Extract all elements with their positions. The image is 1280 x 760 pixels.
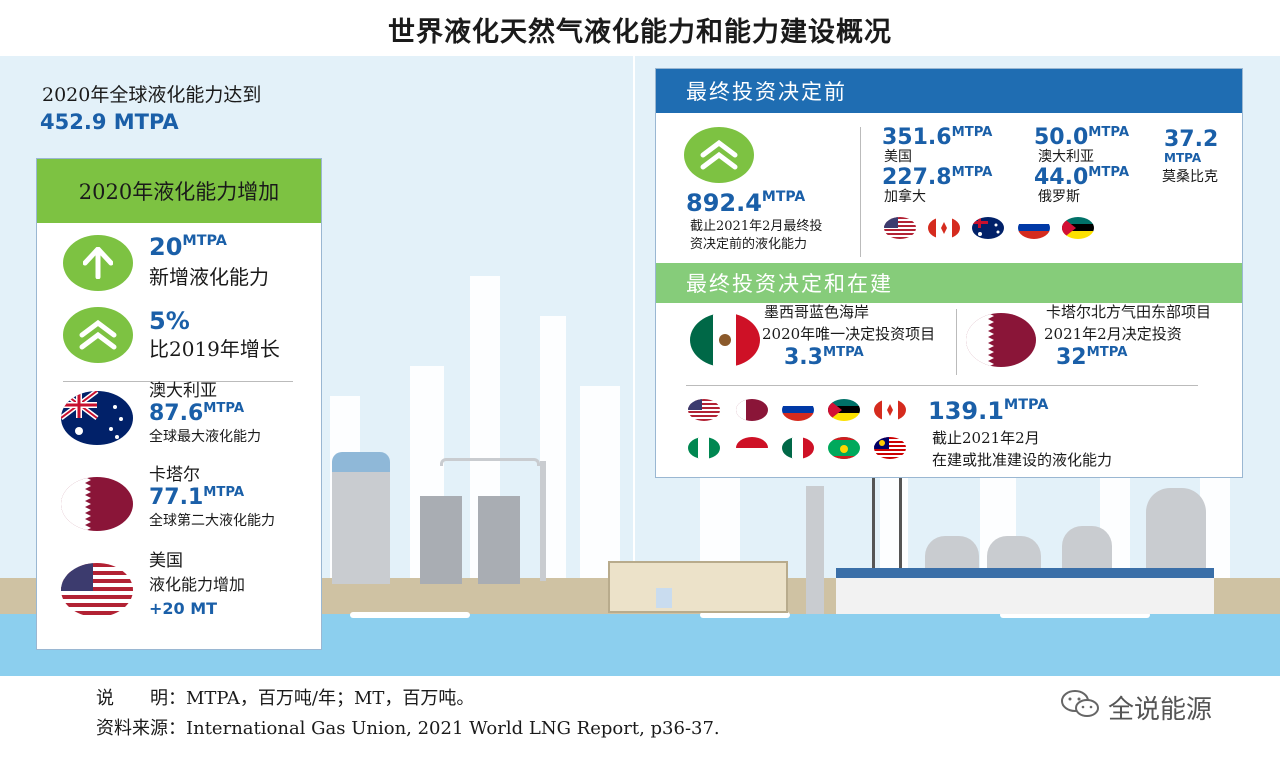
fid-panel: 最终投资决定前 892.4MTPA 截止2021年2月最终投 资决定前的液化能力… bbox=[655, 68, 1243, 478]
fid-total-unit: MTPA bbox=[1003, 397, 1049, 413]
malaysia-flag-icon bbox=[874, 437, 906, 459]
mauritania-flag-icon bbox=[828, 437, 860, 459]
nigeria-flag-icon bbox=[688, 437, 720, 459]
qatar-desc: 全球第二大液化能力 bbox=[149, 513, 275, 529]
pre-fid-total-unit: MTPA bbox=[761, 189, 806, 205]
usa-flag-icon bbox=[61, 563, 133, 617]
double-chevron-up-icon bbox=[63, 307, 133, 363]
fid-total-value: 139.1 bbox=[928, 397, 1004, 425]
capacity-increase-panel: 2020年液化能力增加 20MTPA 新增液化能力 5% 比2019年增长 澳大… bbox=[36, 158, 322, 650]
mexico-line2: 2020年唯一决定投资项目 bbox=[762, 325, 936, 343]
australia-flag-icon bbox=[972, 217, 1004, 239]
canada-prefid-name: 加拿大 bbox=[884, 189, 926, 205]
global-capacity-label: 2020年全球液化能力达到 bbox=[42, 84, 262, 106]
russia-flag-icon bbox=[1018, 217, 1050, 239]
notes-definition: 说 明：MTPA，百万吨/年；MT，百万吨。 bbox=[96, 688, 475, 709]
capacity-increase-header: 2020年液化能力增加 bbox=[37, 159, 321, 223]
qatar-flag-icon bbox=[966, 313, 1036, 367]
usa-prefid-name: 美国 bbox=[884, 149, 912, 165]
notes-source: 资料来源：International Gas Union, 2021 World… bbox=[96, 714, 720, 740]
mexico-value: 3.3 bbox=[784, 345, 823, 370]
mozambique-prefid-name: 莫桑比克 bbox=[1162, 169, 1218, 185]
mozambique-prefid-unit: MTPA bbox=[1164, 151, 1202, 165]
new-capacity-desc: 新增液化能力 bbox=[149, 265, 269, 289]
australia-name: 澳大利亚 bbox=[149, 381, 217, 401]
double-chevron-up-icon bbox=[684, 127, 754, 183]
australia-prefid-name: 澳大利亚 bbox=[1038, 149, 1094, 165]
canada-flag-icon bbox=[928, 217, 960, 239]
watermark-text: 全说能源 bbox=[1108, 695, 1213, 725]
australia-desc: 全球最大液化能力 bbox=[149, 429, 261, 445]
growth-desc: 比2019年增长 bbox=[149, 337, 280, 361]
qatar-name: 卡塔尔 bbox=[149, 465, 200, 485]
new-capacity-value: 20 bbox=[149, 233, 183, 261]
qatar-project-value: 32 bbox=[1056, 345, 1087, 370]
pre-fid-desc-2: 资决定前的液化能力 bbox=[690, 237, 808, 252]
mexico-line1: 墨西哥蓝色海岸 bbox=[764, 303, 870, 321]
mozambique-flag-icon bbox=[828, 399, 860, 421]
watermark: 全说能源 bbox=[1060, 688, 1212, 727]
mexico-flag-icon bbox=[690, 313, 760, 367]
australia-unit: MTPA bbox=[203, 401, 245, 416]
wechat-icon bbox=[1060, 688, 1100, 727]
russia-prefid-unit: MTPA bbox=[1088, 165, 1130, 180]
qatar-project-line2: 2021年2月决定投资 bbox=[1044, 325, 1182, 343]
australia-value: 87.6 bbox=[149, 401, 204, 426]
mexico-unit: MTPA bbox=[822, 345, 864, 360]
page-title: 世界液化天然气液化能力和能力建设概况 bbox=[388, 17, 892, 48]
canada-prefid-unit: MTPA bbox=[951, 165, 993, 180]
usa-flag-icon bbox=[884, 217, 916, 239]
usa-prefid-unit: MTPA bbox=[951, 125, 993, 140]
qatar-project-unit: MTPA bbox=[1086, 345, 1128, 360]
russia-flag-icon bbox=[782, 399, 814, 421]
usa-value: +20 MT bbox=[149, 599, 218, 618]
notes-source-prefix: 资料来源： bbox=[96, 718, 186, 739]
qatar-unit: MTPA bbox=[203, 485, 245, 500]
mexico-flag-icon bbox=[782, 437, 814, 459]
fid-construction-header: 最终投资决定和在建 bbox=[656, 263, 1242, 303]
australia-prefid-value: 50.0 bbox=[1034, 125, 1089, 150]
australia-prefid-unit: MTPA bbox=[1088, 125, 1130, 140]
global-capacity-value: 452.9 MTPA bbox=[40, 110, 179, 134]
usa-prefid-value: 351.6 bbox=[882, 125, 952, 150]
growth-value: 5% bbox=[149, 307, 190, 335]
arrow-up-icon bbox=[63, 235, 133, 291]
mozambique-flag-icon bbox=[1062, 217, 1094, 239]
canada-prefid-value: 227.8 bbox=[882, 165, 952, 190]
fid-total-desc-1: 截止2021年2月 bbox=[932, 429, 1040, 447]
qatar-project-line1: 卡塔尔北方气田东部项目 bbox=[1046, 303, 1212, 321]
usa-desc: 液化能力增加 bbox=[149, 575, 246, 594]
usa-name: 美国 bbox=[149, 551, 183, 571]
qatar-value: 77.1 bbox=[149, 485, 204, 510]
usa-flag-icon bbox=[688, 399, 720, 421]
pre-fid-total-value: 892.4 bbox=[686, 189, 762, 217]
russia-prefid-value: 44.0 bbox=[1034, 165, 1089, 190]
pre-fid-desc-1: 截止2021年2月最终投 bbox=[690, 219, 823, 234]
mozambique-prefid-value: 37.2 bbox=[1164, 127, 1219, 152]
new-capacity-unit: MTPA bbox=[182, 233, 227, 249]
canada-flag-icon bbox=[874, 399, 906, 421]
australia-flag-icon bbox=[61, 391, 133, 445]
fid-total-desc-2: 在建或批准建设的液化能力 bbox=[932, 451, 1113, 469]
pre-fid-header: 最终投资决定前 bbox=[656, 69, 1242, 113]
qatar-flag-icon bbox=[736, 399, 768, 421]
qatar-flag-icon bbox=[61, 477, 133, 531]
russia-prefid-name: 俄罗斯 bbox=[1038, 189, 1080, 205]
indonesia-flag-icon bbox=[736, 437, 768, 459]
notes-source-text: International Gas Union, 2021 World LNG … bbox=[186, 718, 720, 739]
